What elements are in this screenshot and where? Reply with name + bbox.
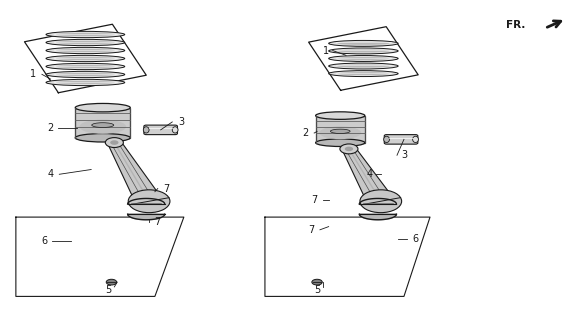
Ellipse shape xyxy=(329,71,398,76)
Ellipse shape xyxy=(56,49,115,52)
Text: 3: 3 xyxy=(401,150,407,160)
Text: 1: 1 xyxy=(30,69,36,79)
Ellipse shape xyxy=(329,63,398,69)
Ellipse shape xyxy=(56,73,115,76)
Text: 4: 4 xyxy=(48,169,54,179)
Circle shape xyxy=(345,147,353,151)
Text: FR.: FR. xyxy=(506,20,526,30)
Polygon shape xyxy=(359,198,396,204)
Polygon shape xyxy=(127,214,165,220)
FancyBboxPatch shape xyxy=(315,116,365,143)
Text: 6: 6 xyxy=(42,236,48,246)
Ellipse shape xyxy=(320,126,361,139)
Circle shape xyxy=(128,190,170,213)
Ellipse shape xyxy=(413,136,418,142)
Ellipse shape xyxy=(46,71,125,78)
Ellipse shape xyxy=(338,57,389,60)
Ellipse shape xyxy=(56,65,115,68)
Circle shape xyxy=(312,279,322,285)
Polygon shape xyxy=(108,141,162,204)
Text: 2: 2 xyxy=(303,128,308,138)
Ellipse shape xyxy=(56,33,115,36)
Ellipse shape xyxy=(329,56,398,61)
FancyBboxPatch shape xyxy=(384,135,418,144)
Circle shape xyxy=(110,140,119,145)
Ellipse shape xyxy=(331,129,350,133)
Text: 7: 7 xyxy=(311,195,317,205)
Text: 5: 5 xyxy=(105,285,112,295)
Ellipse shape xyxy=(143,127,149,133)
Ellipse shape xyxy=(46,39,125,46)
Ellipse shape xyxy=(46,47,125,54)
Ellipse shape xyxy=(92,123,113,127)
Text: 6: 6 xyxy=(413,234,418,244)
Circle shape xyxy=(107,279,116,285)
Circle shape xyxy=(360,190,402,213)
Circle shape xyxy=(340,144,358,154)
Ellipse shape xyxy=(46,55,125,62)
Ellipse shape xyxy=(329,40,398,46)
Ellipse shape xyxy=(338,65,389,68)
Text: 2: 2 xyxy=(48,123,54,133)
Ellipse shape xyxy=(46,31,125,38)
Text: 5: 5 xyxy=(314,285,320,295)
FancyBboxPatch shape xyxy=(144,125,178,135)
Text: 1: 1 xyxy=(322,45,329,56)
Polygon shape xyxy=(127,198,165,204)
Ellipse shape xyxy=(79,120,126,134)
Ellipse shape xyxy=(315,139,365,147)
Ellipse shape xyxy=(338,42,389,45)
Ellipse shape xyxy=(56,57,115,60)
FancyBboxPatch shape xyxy=(75,108,130,138)
Ellipse shape xyxy=(75,103,130,112)
Text: 3: 3 xyxy=(178,117,184,127)
Ellipse shape xyxy=(338,50,389,52)
Ellipse shape xyxy=(56,81,115,84)
Ellipse shape xyxy=(384,136,389,142)
Circle shape xyxy=(105,138,123,148)
Text: 7: 7 xyxy=(155,217,161,227)
Ellipse shape xyxy=(46,79,125,86)
Text: 4: 4 xyxy=(366,169,372,179)
Ellipse shape xyxy=(46,63,125,70)
Ellipse shape xyxy=(329,48,398,54)
Ellipse shape xyxy=(315,112,365,119)
Text: 7: 7 xyxy=(164,184,169,194)
Polygon shape xyxy=(359,214,396,220)
Ellipse shape xyxy=(56,41,115,44)
Ellipse shape xyxy=(338,72,389,75)
Ellipse shape xyxy=(172,127,178,133)
Polygon shape xyxy=(342,148,394,204)
Ellipse shape xyxy=(75,133,130,142)
Text: 7: 7 xyxy=(308,225,314,235)
